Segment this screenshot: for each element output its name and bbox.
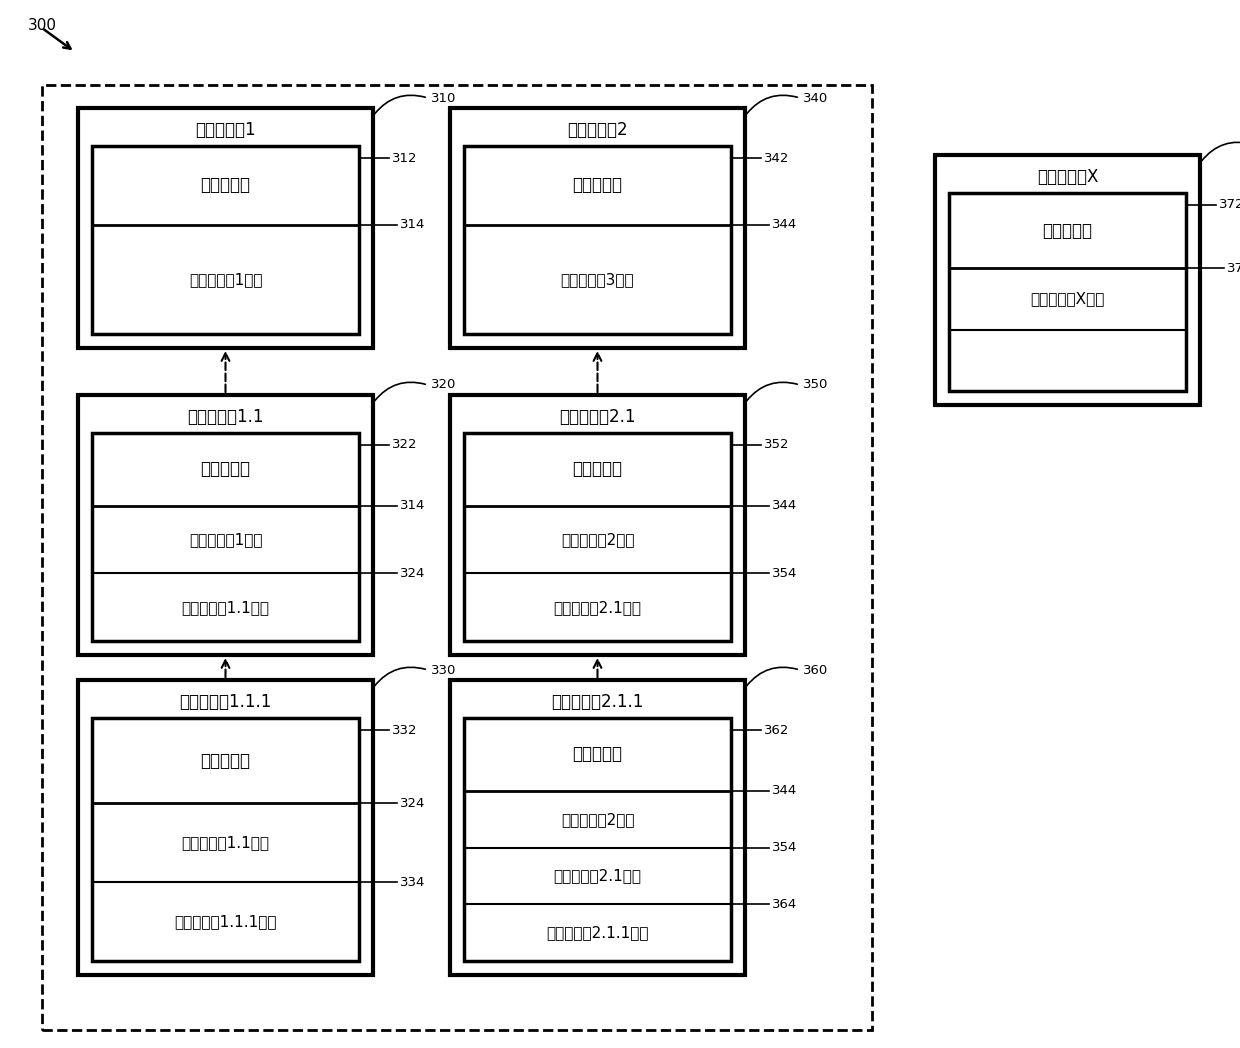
Text: 区块链组织1.1: 区块链组织1.1 xyxy=(187,408,264,425)
Text: 区块链组织2证书: 区块链组织2证书 xyxy=(560,532,634,547)
Bar xyxy=(42,85,872,1030)
Text: 374: 374 xyxy=(1228,262,1240,275)
Text: 区块链组织2证书: 区块链组织2证书 xyxy=(560,812,634,827)
Text: 344: 344 xyxy=(773,499,797,512)
Bar xyxy=(450,108,745,348)
Text: 372: 372 xyxy=(1219,198,1240,212)
Text: 区块链组织2.1.1证书: 区块链组织2.1.1证书 xyxy=(547,925,649,940)
Bar xyxy=(949,193,1185,391)
Text: 350: 350 xyxy=(804,378,828,392)
Text: 324: 324 xyxy=(401,567,425,580)
Text: 区块链组织X证书: 区块链组织X证书 xyxy=(1030,291,1105,306)
Bar xyxy=(78,680,373,975)
Bar xyxy=(92,433,360,641)
Text: 354: 354 xyxy=(773,567,797,580)
Text: 362: 362 xyxy=(764,723,790,737)
Bar xyxy=(92,146,360,334)
Bar xyxy=(464,433,732,641)
Text: 公开证书集: 公开证书集 xyxy=(573,176,622,195)
Text: 公开证书集: 公开证书集 xyxy=(201,460,250,478)
Text: 区块链组织1证书: 区块链组织1证书 xyxy=(188,272,262,287)
Text: 公开证书集: 公开证书集 xyxy=(201,751,250,769)
Text: 330: 330 xyxy=(432,663,456,677)
Text: 352: 352 xyxy=(764,438,790,452)
Bar xyxy=(464,146,732,334)
Text: 公开证书集: 公开证书集 xyxy=(1043,221,1092,240)
Text: 300: 300 xyxy=(29,18,57,32)
Text: 区块链组织1.1证书: 区块链组织1.1证书 xyxy=(181,599,269,615)
Bar xyxy=(78,108,373,348)
Text: 公开证书集: 公开证书集 xyxy=(573,745,622,763)
Text: 364: 364 xyxy=(773,898,797,911)
Text: 344: 344 xyxy=(773,784,797,798)
Text: 342: 342 xyxy=(764,152,790,165)
Text: 区块链组织1证书: 区块链组织1证书 xyxy=(188,532,262,547)
Text: 314: 314 xyxy=(401,499,425,512)
Text: 340: 340 xyxy=(804,91,828,105)
Text: 区块链组织2: 区块链组织2 xyxy=(567,121,627,139)
Text: 354: 354 xyxy=(773,842,797,854)
Bar xyxy=(78,395,373,655)
Text: 314: 314 xyxy=(401,218,425,232)
Text: 区块链组织2.1.1: 区块链组织2.1.1 xyxy=(552,693,644,711)
Text: 区块链组织1: 区块链组织1 xyxy=(195,121,255,139)
Text: 334: 334 xyxy=(401,875,425,889)
Text: 区块链组织1.1.1证书: 区块链组织1.1.1证书 xyxy=(175,914,277,929)
Text: 320: 320 xyxy=(432,378,456,392)
Text: 344: 344 xyxy=(773,218,797,232)
Text: 区块链组织2.1证书: 区块链组织2.1证书 xyxy=(553,599,641,615)
Text: 公开证书集: 公开证书集 xyxy=(573,460,622,478)
Bar xyxy=(450,395,745,655)
Text: 324: 324 xyxy=(401,796,425,809)
Bar xyxy=(464,718,732,961)
Text: 332: 332 xyxy=(392,723,418,737)
Text: 区块链组织2.1: 区块链组织2.1 xyxy=(559,408,636,425)
Text: 322: 322 xyxy=(392,438,418,452)
Text: 360: 360 xyxy=(804,663,828,677)
Text: 区块链组织1.1证书: 区块链组织1.1证书 xyxy=(181,835,269,850)
Text: 区块链组织1.1.1: 区块链组织1.1.1 xyxy=(180,693,272,711)
Text: 310: 310 xyxy=(432,91,456,105)
Bar xyxy=(935,155,1200,405)
Text: 区块链组织2.1证书: 区块链组织2.1证书 xyxy=(553,869,641,883)
Text: 312: 312 xyxy=(392,152,418,165)
Bar xyxy=(450,680,745,975)
Text: 公开证书集: 公开证书集 xyxy=(201,176,250,195)
Bar xyxy=(92,718,360,961)
Text: 区块链组织X: 区块链组织X xyxy=(1037,168,1099,185)
Text: 区块链组织3证书: 区块链组织3证书 xyxy=(560,272,635,287)
